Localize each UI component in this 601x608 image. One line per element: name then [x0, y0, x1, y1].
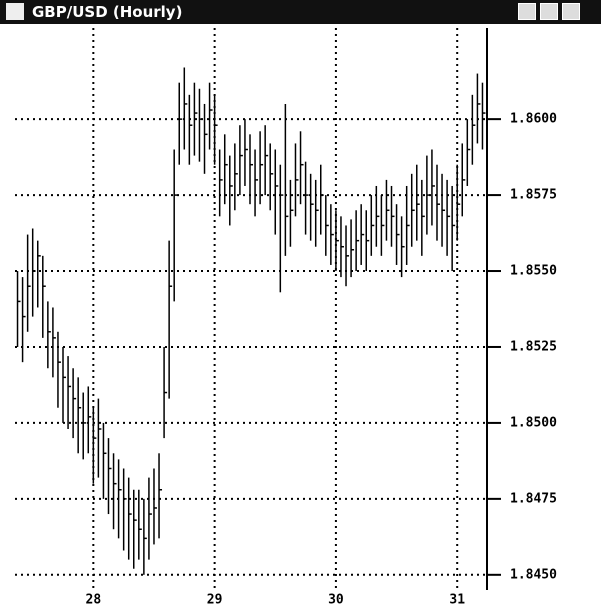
x-tick-label: 28 — [86, 593, 102, 608]
x-tick-label: 30 — [328, 593, 344, 608]
close-button[interactable] — [562, 3, 580, 20]
x-tick-label: 29 — [207, 593, 223, 608]
window-icon — [6, 3, 24, 20]
x-tick-label: 31 — [449, 593, 465, 608]
y-tick-label: 1.8500 — [510, 415, 557, 430]
y-tick-label: 1.8450 — [510, 567, 557, 582]
chart: 1.8450 1.8475 1.8500 1.8525 1.8550 1.8575 1.86… — [15, 28, 557, 608]
minimize-button[interactable] — [518, 3, 536, 20]
maximize-button[interactable] — [540, 3, 558, 20]
y-tick-label: 1.8600 — [510, 112, 557, 127]
y-tick-label: 1.8475 — [510, 491, 557, 506]
window-title: GBP/USD (Hourly) — [32, 3, 183, 21]
y-tick-label: 1.8525 — [510, 339, 557, 354]
y-tick-label: 1.8575 — [510, 188, 557, 203]
y-tick-label: 1.8550 — [510, 264, 557, 279]
title-bar: GBP/USD (Hourly) — [0, 0, 601, 24]
